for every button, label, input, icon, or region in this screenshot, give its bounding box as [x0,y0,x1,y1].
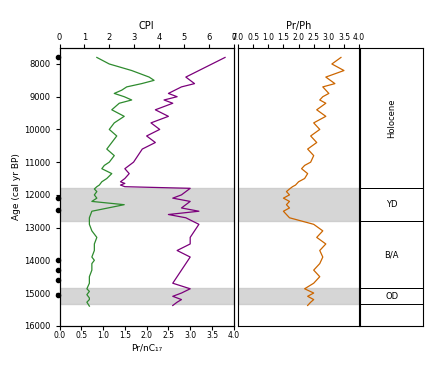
Text: Holocene: Holocene [387,98,396,138]
Bar [238,188,359,221]
X-axis label: Pr/Ph: Pr/Ph [286,21,311,31]
Text: B/A: B/A [384,250,399,259]
Text: YD: YD [386,200,397,209]
X-axis label: CPI: CPI [139,21,154,31]
Bar [60,188,234,221]
Bar [238,288,359,304]
X-axis label: Pr/nC₁₇: Pr/nC₁₇ [131,343,162,352]
Y-axis label: Age (cal yr BP): Age (cal yr BP) [12,153,21,220]
Text: OD: OD [385,292,398,301]
Bar [60,288,234,304]
